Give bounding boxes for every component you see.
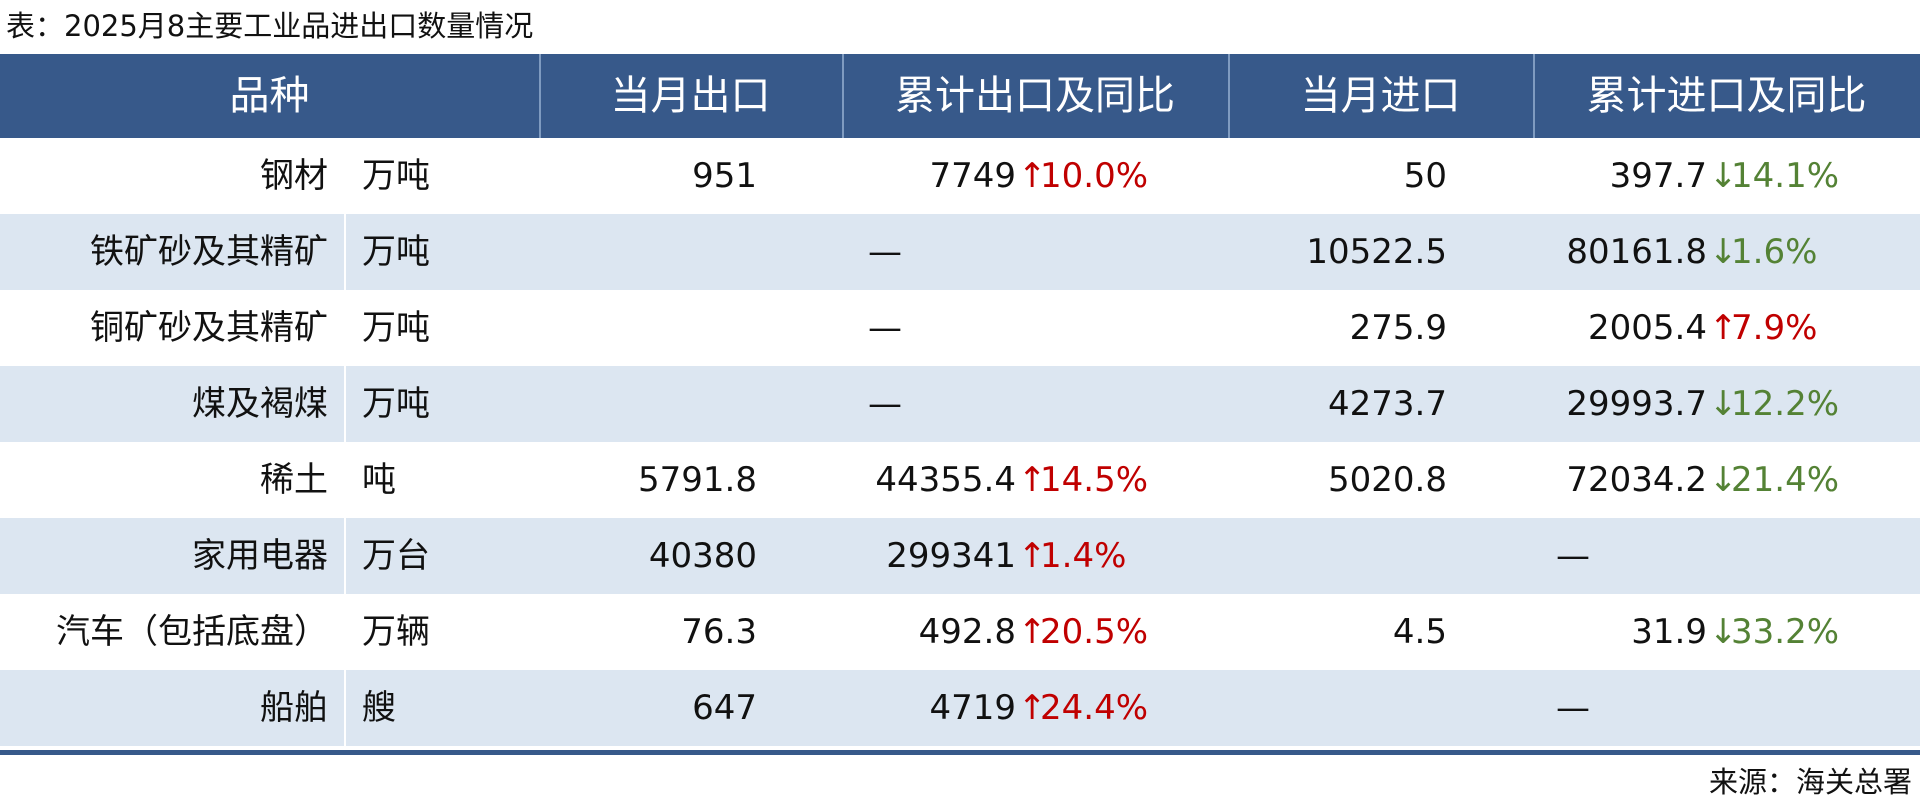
trend-arrow: ↑ <box>1018 156 1047 196</box>
import-month: 5020.8 <box>1328 460 1447 500</box>
trend-arrow: ↑ <box>1018 536 1047 576</box>
product-name: 稀土 <box>260 460 328 500</box>
column-header: 当月进口 <box>1300 73 1461 119</box>
cell-separator <box>344 214 346 290</box>
header-separator <box>842 54 844 138</box>
yoy-change: 24.4% <box>1040 688 1149 728</box>
yoy-change: 14.1% <box>1731 156 1840 196</box>
import-month: 10522.5 <box>1306 232 1447 272</box>
trend-arrow: ↓ <box>1709 460 1738 500</box>
product-name: 家用电器 <box>192 536 328 576</box>
header-separator <box>539 54 541 138</box>
yoy-change: 12.2% <box>1731 384 1840 424</box>
export-month: 5791.8 <box>638 460 757 500</box>
total-value: 4719 <box>929 688 1016 728</box>
import-month: 4.5 <box>1392 612 1447 652</box>
total-value: 31.9 <box>1631 612 1707 652</box>
cell-separator <box>344 594 346 670</box>
source-note: 来源：海关总署 <box>1708 765 1912 799</box>
export-month: 951 <box>692 156 757 196</box>
column-header: 品种 <box>229 73 310 119</box>
header-separator <box>1533 54 1535 138</box>
dash: — <box>1556 536 1590 576</box>
yoy-change: 33.2% <box>1731 612 1840 652</box>
trend-arrow: ↓ <box>1709 384 1738 424</box>
dash: — <box>1556 688 1590 728</box>
unit: 万吨 <box>362 308 430 348</box>
column-header: 当月出口 <box>610 73 771 119</box>
total-value: 80161.8 <box>1566 232 1707 272</box>
total-value: 397.7 <box>1609 156 1707 196</box>
cell-separator <box>344 366 346 442</box>
unit: 万辆 <box>362 612 430 652</box>
import-month: 50 <box>1403 156 1447 196</box>
dash: — <box>868 384 902 424</box>
yoy-change: 1.4% <box>1040 536 1127 576</box>
export-month: 647 <box>692 688 757 728</box>
unit: 万吨 <box>362 156 430 196</box>
total-value: 7749 <box>929 156 1016 196</box>
total-value: 44355.4 <box>875 460 1016 500</box>
export-month: 40380 <box>648 536 757 576</box>
product-name: 船舶 <box>260 688 328 728</box>
total-value: 299341 <box>886 536 1016 576</box>
table-row: 船舶艘 647 4719 ↑ 24.4% — <box>0 670 1920 746</box>
table-row: 煤及褐煤 万吨 4273.7 — 29993.7 ↓ 12.2% <box>0 366 1920 442</box>
cell-separator <box>344 518 346 594</box>
product-name: 铁矿砂及其精矿 <box>90 232 328 272</box>
yoy-change: 10.0% <box>1040 156 1149 196</box>
unit: 万吨 <box>362 232 430 272</box>
product-name: 铜矿砂及其精矿 <box>90 308 328 348</box>
table-row: 家用电器 万台 40380 299341 ↑ 1.4% — <box>0 518 1920 594</box>
unit: 万台 <box>362 536 430 576</box>
import-month: 4273.7 <box>1328 384 1447 424</box>
yoy-change: 1.6% <box>1731 232 1818 272</box>
dash: — <box>868 232 902 272</box>
column-header: 累计进口及同比 <box>1586 73 1867 119</box>
bottom-rule <box>0 750 1920 755</box>
table-row: 汽车（包括底盘） 万辆 76.3 4.5 492.8 ↑ 20.5% 31.9 ↓ 33.2% <box>0 594 1920 670</box>
trend-arrow: ↓ <box>1709 612 1738 652</box>
cell-separator <box>344 290 346 366</box>
cell-separator <box>344 138 346 214</box>
unit: 万吨 <box>362 384 430 424</box>
table-row: 稀土吨 5791.8 5020.8 44355.4 ↑ 14.5% 72034.2 ↓ 21.4… <box>0 442 1920 518</box>
dash: — <box>868 308 902 348</box>
table-row: 铜矿砂及其精矿 万吨 275.9 — 2005.4 ↑ 7.9% <box>0 290 1920 366</box>
total-value: 72034.2 <box>1566 460 1707 500</box>
product-name: 钢材 <box>260 156 328 196</box>
trend-arrow: ↓ <box>1709 156 1738 196</box>
table-title: 表：2025月8主要工业品进出口数量情况 <box>6 9 534 43</box>
product-name: 煤及褐煤 <box>192 384 328 424</box>
cell-separator <box>344 670 346 746</box>
yoy-change: 14.5% <box>1040 460 1149 500</box>
total-value: 2005.4 <box>1588 308 1707 348</box>
export-month: 76.3 <box>681 612 757 652</box>
unit: 艘 <box>362 688 396 728</box>
total-value: 492.8 <box>918 612 1016 652</box>
cell-separator <box>344 442 346 518</box>
trend-arrow: ↑ <box>1709 308 1738 348</box>
header-row <box>0 54 1920 138</box>
trend-arrow: ↑ <box>1018 460 1047 500</box>
product-name: 汽车（包括底盘） <box>56 612 328 652</box>
trend-arrow: ↑ <box>1018 612 1047 652</box>
total-value: 29993.7 <box>1566 384 1707 424</box>
trend-arrow: ↑ <box>1018 688 1047 728</box>
header-separator <box>1228 54 1230 138</box>
trend-arrow: ↓ <box>1709 232 1738 272</box>
column-header: 累计出口及同比 <box>895 73 1175 119</box>
import-month: 275.9 <box>1349 308 1447 348</box>
unit: 吨 <box>362 460 396 500</box>
table-row: 钢材 万吨 951 50 7749 ↑ 10.0% 397.7 ↓ 14.1% <box>0 138 1920 214</box>
yoy-change: 20.5% <box>1040 612 1149 652</box>
yoy-change: 7.9% <box>1731 308 1818 348</box>
table-row: 铁矿砂及其精矿 万吨 10522.5 — 80161.8 ↓ 1.6% <box>0 214 1920 290</box>
yoy-change: 21.4% <box>1731 460 1840 500</box>
